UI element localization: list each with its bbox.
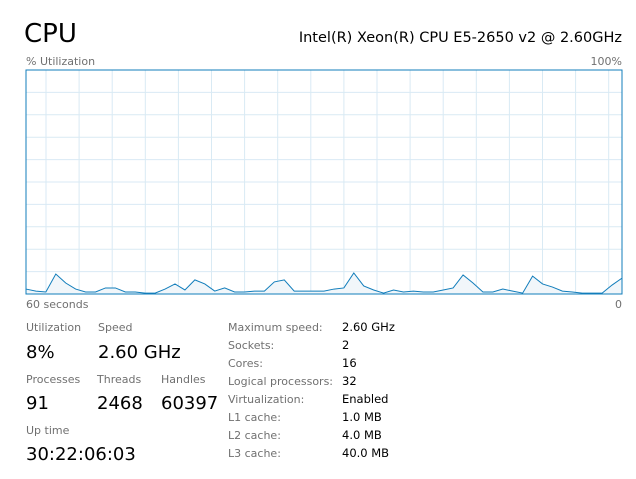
detail-key: Maximum speed: <box>228 321 323 334</box>
stat-label: Threads <box>96 373 141 386</box>
title: CPU <box>24 19 77 49</box>
x-right-label: 0 <box>615 298 622 311</box>
cpu-line <box>25 272 623 294</box>
graph-border <box>25 69 623 295</box>
stat-label: Up time <box>26 424 70 437</box>
area-fill <box>26 272 622 294</box>
detail-key: Sockets: <box>228 339 274 352</box>
processor-name: Intel(R) Xeon(R) CPU E5-2650 v2 @ 2.60GH… <box>299 30 622 46</box>
detail-key: Logical processors: <box>228 375 333 388</box>
stat-value: 30:22:06:03 <box>26 444 136 465</box>
stat-label: Utilization <box>26 321 81 334</box>
detail-value: 40.0 MB <box>342 446 389 460</box>
y-max-label: 100% <box>591 55 622 68</box>
y-label: % Utilization <box>26 55 95 68</box>
detail-key: L2 cache: <box>228 429 281 442</box>
stat-value: 8% <box>26 342 55 363</box>
detail-value: 2 <box>342 338 349 352</box>
detail-key: L3 cache: <box>228 447 281 460</box>
detail-key: Cores: <box>228 357 263 370</box>
detail-key: L1 cache: <box>228 411 281 424</box>
detail-value: 2.60 GHz <box>342 320 395 334</box>
grid <box>26 70 622 294</box>
detail-value: 4.0 MB <box>342 428 382 442</box>
stat-label: Processes <box>26 373 80 386</box>
stat-label: Handles <box>161 373 206 386</box>
stat-label: Speed <box>98 321 132 334</box>
detail-value: 32 <box>342 374 357 388</box>
detail-value: 1.0 MB <box>342 410 382 424</box>
stat-value: 2.60 GHz <box>98 342 181 363</box>
detail-value: Enabled <box>342 392 388 406</box>
x-left-label: 60 seconds <box>26 298 89 311</box>
stat-value: 2468 <box>97 393 143 414</box>
detail-value: 16 <box>342 356 357 370</box>
detail-key: Virtualization: <box>228 393 304 406</box>
stat-value: 60397 <box>161 393 218 414</box>
stat-value: 91 <box>26 393 49 414</box>
